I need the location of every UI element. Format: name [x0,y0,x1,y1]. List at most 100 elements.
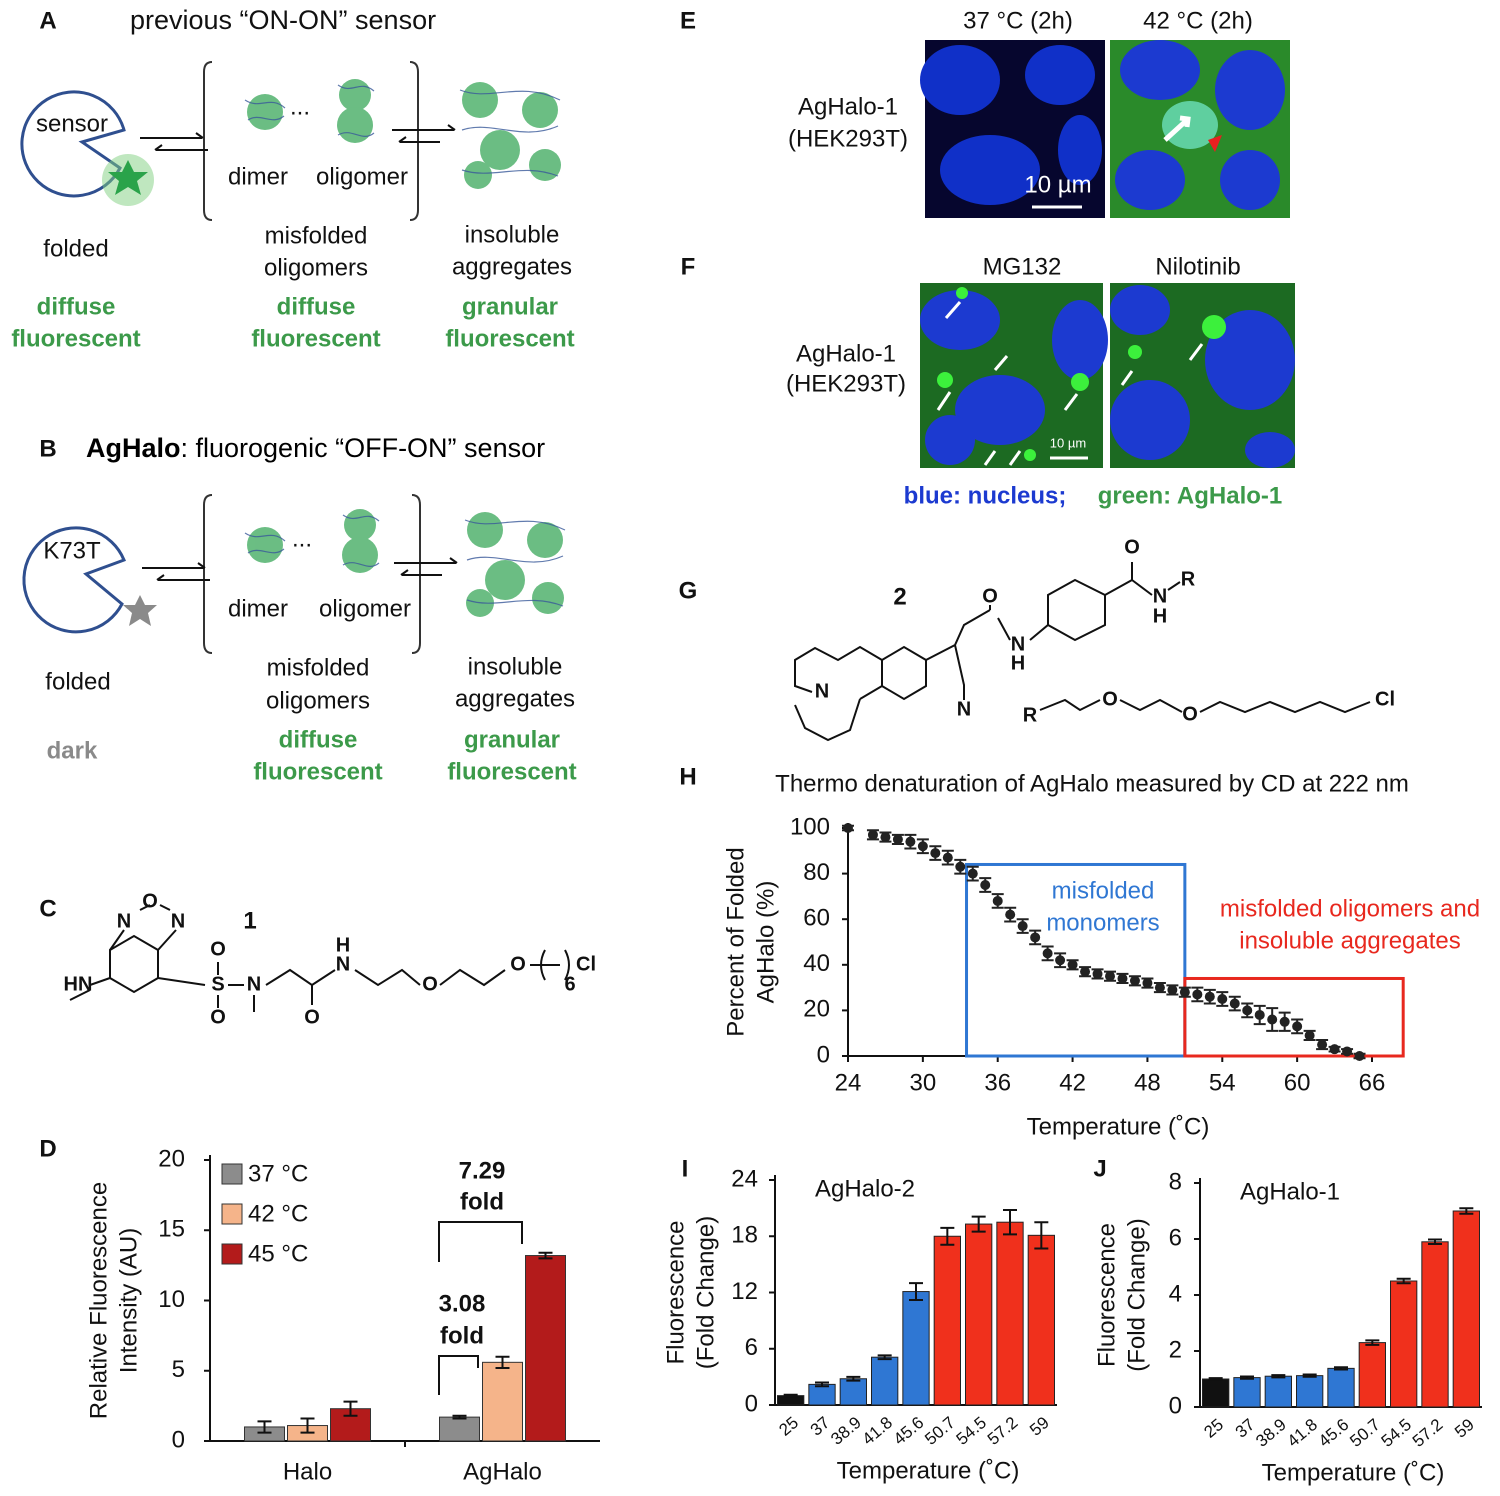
bar [996,1221,1024,1406]
y-tick-label: 60 [803,905,830,932]
error-cap [1240,1375,1254,1380]
atom: O [1124,536,1140,558]
y-tick-label: 24 [731,1165,758,1192]
atom: R [1181,568,1196,590]
legend-label: 42 °C [248,1200,308,1227]
error-cap [1334,1366,1348,1371]
panel-letter: C [39,895,56,922]
point [1204,991,1215,1002]
x-tick-label: 66 [1359,1069,1386,1096]
annotation: fold [460,1188,504,1215]
atom: 1 [243,907,256,934]
error-cap [1041,945,1054,962]
error-cap [343,1400,358,1417]
label: Nilotinib [1155,253,1240,280]
x-tick-label: 54.5 [1378,1415,1416,1451]
signal-label: fluorescent [253,758,382,785]
y-axis-label: (Fold Change) [692,1216,719,1369]
y-tick-label: 4 [1169,1280,1182,1307]
point [1142,978,1153,989]
signal-label: granular [464,726,560,753]
x-tick-label: 38.9 [827,1413,865,1449]
panel-letter: D [39,1135,56,1162]
point [1242,1005,1253,1016]
signal-label: diffuse [279,726,358,753]
panel-letter: I [682,1155,689,1182]
atom: H [1153,605,1167,627]
point [1092,968,1103,979]
error-cap [940,1226,955,1246]
y-tick-label: 0 [1169,1392,1182,1419]
error-cap [979,877,992,893]
point [1080,966,1091,977]
panel-a-art [20,61,458,654]
point [1055,955,1066,966]
label: dimer [228,163,288,190]
x-tick-label: 50.7 [1346,1415,1384,1451]
legend-swatch [221,1163,243,1185]
x-axis-label: Temperature (˚C) [1262,1459,1445,1486]
error-cap [1016,918,1029,934]
atom: O [982,585,998,607]
point [905,836,916,847]
y-axis-label: Fluorescence [662,1220,689,1364]
error-cap [1266,1007,1279,1032]
point [1354,1051,1365,1061]
title-bold: AgHalo [86,433,181,463]
error-cap [815,1381,829,1388]
label: AgHalo-1 [796,340,896,367]
x-tick-label: 45.6 [890,1413,928,1449]
legend-swatch [221,1203,243,1225]
atom: H [336,934,350,956]
bar [1202,1378,1230,1408]
x-tick-label: 57.2 [984,1413,1022,1449]
structures [69,562,1371,1012]
error-cap [1396,1277,1411,1285]
x-tick-label: 60 [1284,1069,1311,1096]
annotation: fold [440,1322,484,1349]
label: 42 °C (2h) [1143,7,1253,34]
bar [933,1235,961,1406]
error-cap [916,838,929,855]
label: aggregates [452,253,572,280]
signal-label: fluorescent [447,758,576,785]
x-tick-label: Halo [283,1458,332,1485]
point [917,841,928,852]
atom: N [171,910,185,932]
bar [439,1416,480,1442]
y-axis-label: (Fold Change) [1123,1218,1150,1371]
annotation: 7.29 [459,1157,506,1184]
error-cap [495,1355,510,1369]
bar [1421,1241,1449,1408]
x-tick-label: 59 [1451,1415,1478,1442]
atom: O [510,953,526,975]
point [1229,998,1240,1009]
error-cap [1278,1011,1291,1032]
label: insoluble [465,221,560,248]
error-cap [877,1354,892,1361]
x-tick-label: 57.2 [1409,1415,1447,1451]
error-cap [971,1215,986,1233]
y-tick-label: 0 [172,1426,185,1453]
point [1017,921,1028,932]
bar [839,1378,867,1406]
error-cap [1054,952,1067,969]
bar [1296,1375,1324,1408]
y-axis-label: Intensity (AU) [115,1228,142,1373]
label: folded [45,668,110,695]
y-tick-label: 15 [158,1216,185,1243]
x-tick-label: 38.9 [1252,1415,1290,1451]
point [1317,1039,1328,1050]
atom: N [117,910,131,932]
point [992,895,1003,906]
x-tick-label: 24 [835,1069,862,1096]
x-tick-label: AgHalo [463,1458,542,1485]
chart-title: AgHalo-1 [1240,1178,1340,1205]
y-axis-label: Relative Fluorescence [85,1182,112,1419]
bar [902,1291,930,1406]
panel-letter: F [681,253,696,280]
y-tick-label: 18 [731,1222,758,1249]
signal-label: granular [462,293,558,320]
point [1342,1046,1353,1057]
